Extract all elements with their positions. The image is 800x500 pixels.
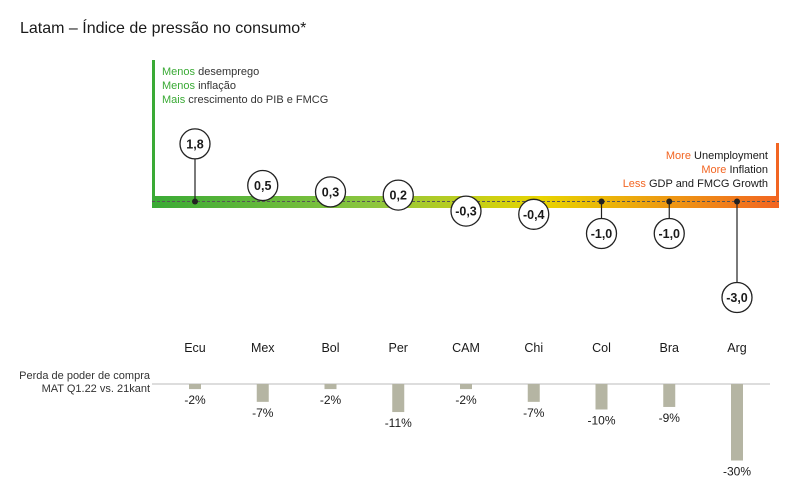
legend-right-line-1-hl: More (666, 150, 691, 162)
marker-dot-arg (734, 198, 740, 205)
category-label-chi: Chi (524, 341, 543, 355)
category-label-mex: Mex (251, 341, 275, 355)
bar-mex (256, 384, 269, 402)
legend-right: More Unemployment More Inflation Less GD… (623, 150, 768, 190)
bar-cam (460, 384, 472, 390)
index-marker-arg (721, 281, 753, 314)
index-marker-mex (247, 169, 279, 202)
index-marker-bol (314, 176, 347, 208)
bottom-label-line-2: MAT Q1.22 vs. 21kant (42, 383, 150, 395)
category-label-arg: Arg (727, 341, 747, 355)
legend-right-line-3: Less GDP and FMCG Growth (623, 178, 768, 190)
index-label-arg: -3,0 (726, 291, 748, 305)
bar-label-cam: -2% (455, 393, 477, 407)
bar-label-bra: -9% (659, 411, 681, 425)
bar-ecu (189, 384, 201, 390)
bar-label-bol: -2% (320, 393, 342, 407)
bar-label-mex: -7% (252, 406, 274, 420)
legend-left-line-2-text: inflação (195, 80, 236, 92)
index-markers: 1,8 0,5 0,3 0,2 -0,3 -0,4 -1,0 -1,0 -3,0 (179, 128, 753, 314)
bar-chi (527, 384, 540, 402)
bar-label-arg: -30% (723, 465, 751, 479)
right-axis-bar (776, 143, 779, 208)
bar-label-chi: -7% (523, 406, 545, 420)
legend-right-line-2-text: Inflation (726, 164, 768, 176)
index-marker-chi (518, 198, 550, 230)
index-marker-cam (450, 195, 482, 227)
index-marker-ecu (179, 128, 211, 160)
marker-dot-bra (666, 198, 673, 205)
bottom-label: Perda de poder de compra MAT Q1.22 vs. 2… (19, 370, 151, 395)
legend-left-line-1-hl: Menos (162, 66, 196, 78)
legend-right-line-3-text: GDP and FMCG Growth (646, 178, 768, 190)
category-labels: Ecu Mex Bol Per CAM Chi Col Bra Arg (184, 341, 747, 355)
category-label-ecu: Ecu (184, 341, 206, 355)
index-label-chi: -0,4 (523, 208, 545, 222)
bar-label-per: -11% (385, 416, 412, 430)
index-label-mex: 0,5 (254, 179, 271, 193)
index-marker-col (585, 217, 618, 250)
bottom-label-line-1: Perda de poder de compra (19, 370, 151, 382)
bar-col (595, 384, 608, 410)
marker-dot-col (598, 198, 605, 205)
legend-left: Menos desemprego Menos inflação Mais cre… (162, 66, 328, 106)
bar-bra (663, 384, 676, 407)
index-label-bra: -1,0 (658, 227, 680, 241)
legend-right-line-1-text: Unemployment (691, 150, 768, 162)
legend-left-line-2-hl: Menos (162, 80, 196, 92)
category-label-col: Col (592, 341, 611, 355)
marker-dot-ecu (192, 198, 198, 205)
bar-arg (731, 384, 743, 461)
index-marker-bra (653, 217, 685, 250)
bar-label-ecu: -2% (184, 393, 206, 407)
index-label-ecu: 1,8 (186, 137, 203, 151)
page-title: Latam – Índice de pressão no consumo* (20, 20, 307, 37)
legend-left-line-2: Menos inflação (162, 80, 236, 92)
bar-per (392, 384, 405, 413)
bar-label-col: -10% (587, 414, 615, 428)
index-label-bol: 0,3 (322, 185, 339, 199)
legend-left-line-1-text: desemprego (195, 66, 259, 78)
legend-left-line-1: Menos desemprego (162, 66, 259, 78)
left-axis-bar (152, 60, 155, 208)
index-marker-per (382, 179, 414, 211)
legend-right-line-2: More Inflation (701, 164, 768, 176)
legend-left-line-3: Mais crescimento do PIB e FMCG (162, 94, 328, 106)
index-label-col: -1,0 (591, 227, 613, 241)
legend-left-line-3-hl: Mais (162, 94, 186, 106)
legend-left-line-3-text: crescimento do PIB e FMCG (185, 94, 328, 106)
category-label-cam: CAM (452, 341, 480, 355)
category-label-bra: Bra (660, 341, 680, 355)
bar-bol (324, 384, 337, 390)
legend-right-line-2-hl: More (701, 164, 726, 176)
index-label-per: 0,2 (390, 189, 407, 203)
category-label-per: Per (389, 341, 408, 355)
category-label-bol: Bol (321, 341, 339, 355)
legend-right-line-1: More Unemployment (666, 150, 768, 162)
legend-right-line-3-hl: Less (623, 178, 647, 190)
index-label-cam: -0,3 (455, 205, 477, 219)
bars: -2% -7% -2% -11% -2% -7% -10% -9% -30% (184, 384, 751, 479)
